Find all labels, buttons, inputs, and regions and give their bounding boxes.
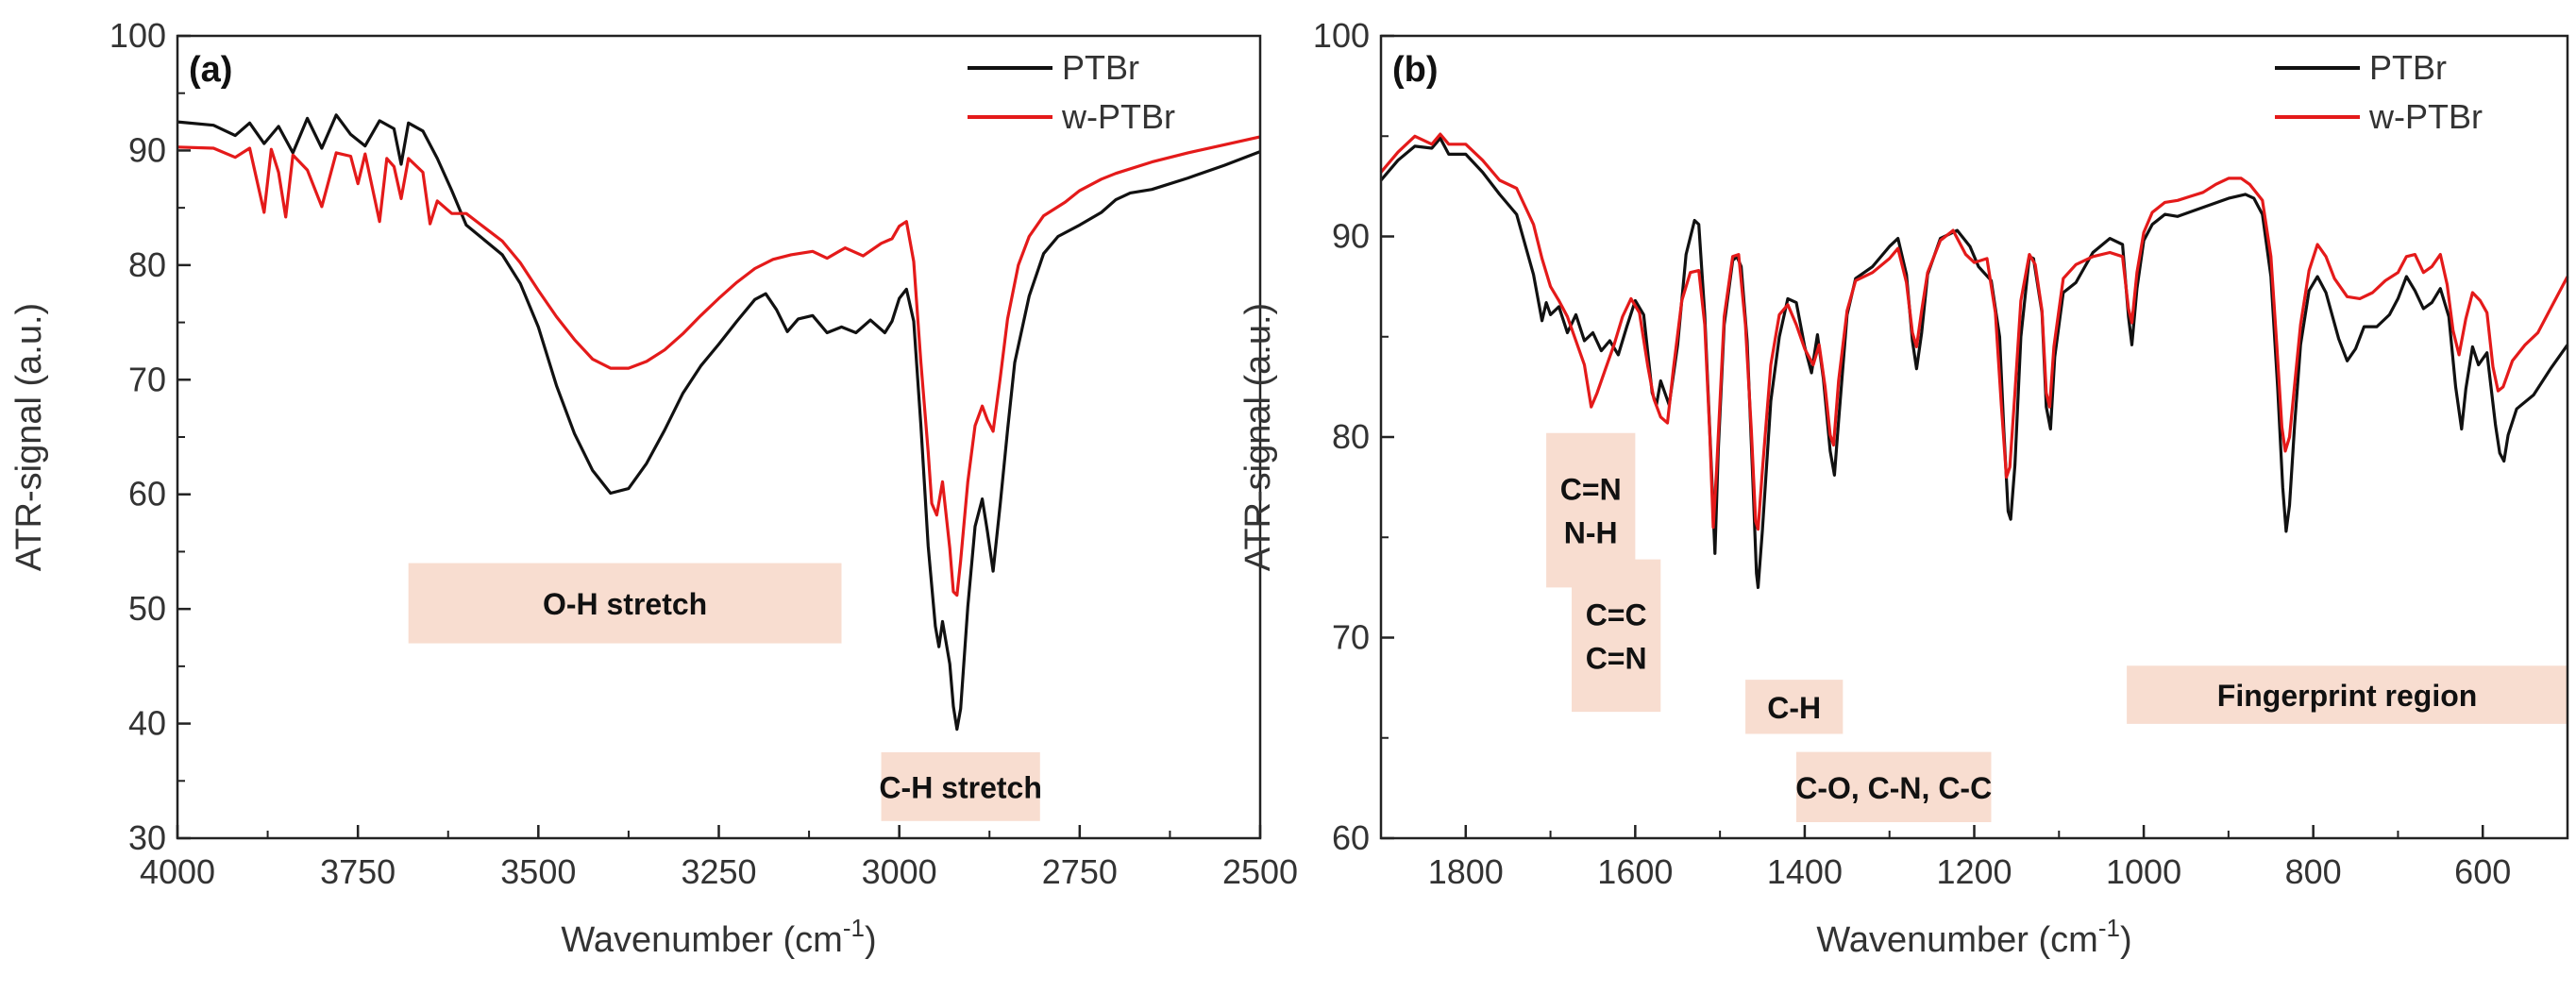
annotation-label: C-O, C-N, C-C [1795, 771, 1992, 805]
x-tick-label: 1200 [1936, 852, 2012, 891]
plot-frame [176, 34, 1262, 840]
y-tick-label: 70 [128, 360, 166, 398]
annotation-label: C-H [1767, 691, 1821, 725]
annotation-box [1572, 559, 1661, 713]
panel-a: O-H stretch C-H stretch 4000 3750 3500 3250 30… [9, 16, 1298, 960]
annotation-label: C=C [1586, 597, 1647, 631]
y-tick-label: 90 [1332, 217, 1370, 256]
x-tick-label: 1800 [1428, 852, 1504, 891]
annotation-box [408, 563, 842, 644]
y-tick-label: 100 [1313, 16, 1370, 55]
x-tick-label: 3000 [862, 852, 937, 891]
x-axis-label-superscript: -1 [2098, 914, 2120, 942]
series-line-ptbr [1379, 136, 2569, 589]
panel-label: (b) [1392, 50, 1439, 90]
annotation-label: C-H stretch [879, 770, 1041, 804]
annotation-box [1795, 751, 1992, 822]
panel-label: (a) [189, 50, 232, 90]
x-tick-label: 800 [2285, 852, 2342, 891]
x-tick-label: 3250 [681, 852, 756, 891]
annotation-label: O-H stretch [543, 587, 707, 621]
x-tick-label: 2500 [1222, 852, 1298, 891]
y-tick-label: 30 [128, 818, 166, 857]
annotation-label: C=N [1560, 473, 1622, 507]
x-axis-label: Wavenumber (cm-1) [561, 914, 876, 960]
series-line-w-ptbr [1379, 132, 2569, 531]
panel-b: C=N N-H C=C C=N C-H C-O, C-N, C-C Fingerprint … [1238, 16, 2569, 960]
y-axis-label: ATR-signal (a.u.) [1238, 303, 1278, 571]
annotation-box [881, 751, 1040, 821]
x-tick-label: 3750 [320, 852, 396, 891]
x-axis-label-text: Wavenumber (cm [1816, 920, 2097, 960]
x-axis-label: Wavenumber (cm-1) [1816, 914, 2131, 960]
legend-label: w-PTBr [1061, 97, 1175, 136]
series-line-ptbr [177, 113, 1261, 732]
x-tick-label: 600 [2454, 852, 2511, 891]
y-tick-label: 100 [109, 16, 166, 55]
legend-label: PTBr [1062, 48, 1139, 87]
x-tick-label: 1400 [1767, 852, 1843, 891]
x-tick-label: 4000 [140, 852, 215, 891]
x-tick-label: 1600 [1597, 852, 1673, 891]
x-tick-label: 3500 [500, 852, 576, 891]
annotation-box [1745, 680, 1844, 734]
y-tick-label: 80 [1332, 417, 1370, 456]
annotation-label: Fingerprint region [2217, 679, 2478, 713]
y-tick-label: 70 [1332, 618, 1370, 657]
x-tick-label: 2750 [1042, 852, 1118, 891]
series-line-w-ptbr [177, 135, 1261, 597]
y-tick-label: 50 [128, 589, 166, 628]
y-axis-label: ATR-signal (a.u.) [9, 303, 49, 571]
x-axis-label-superscript: -1 [843, 914, 865, 942]
y-tick-label: 60 [1332, 818, 1370, 857]
y-tick-label: 90 [128, 130, 166, 169]
x-axis-label-text: Wavenumber (cm [561, 920, 842, 960]
annotation-box [2127, 665, 2568, 724]
x-axis-label-close: ) [865, 920, 877, 960]
x-tick-label: 1000 [2106, 852, 2181, 891]
x-axis-label-close: ) [2120, 920, 2132, 960]
annotation-label: C=N [1586, 641, 1647, 675]
y-tick-label: 40 [128, 704, 166, 743]
y-tick-label: 60 [128, 475, 166, 513]
legend-label: PTBr [2369, 48, 2447, 87]
annotation-label: N-H [1564, 516, 1618, 550]
legend-label: w-PTBr [2368, 97, 2483, 136]
y-tick-label: 80 [128, 245, 166, 284]
